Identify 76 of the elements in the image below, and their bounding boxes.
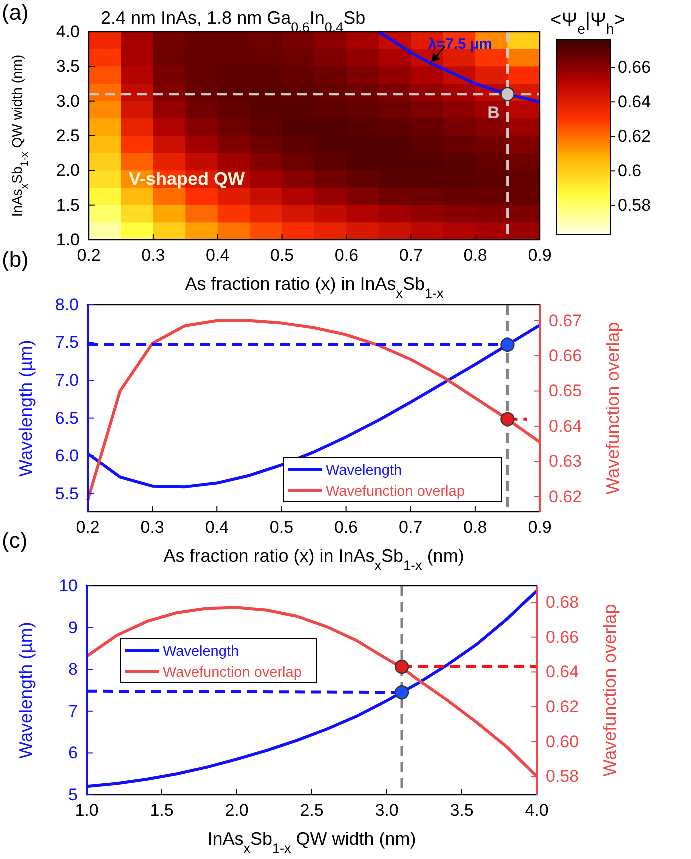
y-tick-label: 2.5 xyxy=(56,126,80,146)
x-axis-title: InAs$_{x}$Sb$_{1-x}$ QW width (nm) xyxy=(208,829,416,856)
x-tick-label: 2.0 xyxy=(225,801,249,820)
text: (b) xyxy=(2,247,29,272)
x-tick-label: 0.6 xyxy=(334,246,359,266)
y-tick-label: 8.0 xyxy=(55,295,79,314)
y-tick-label: 8 xyxy=(68,660,78,680)
color-bar-label: 0.66 xyxy=(618,58,652,78)
x-axis-title: As fraction ratio (x) in InAs$_{x}$Sb$_{1-x}$ xyxy=(185,274,444,300)
x-tick-label: 0.5 xyxy=(270,246,294,266)
x-tick-label: 4.0 xyxy=(525,801,549,820)
x-tick-label: 0.3 xyxy=(142,246,166,266)
text: (a) xyxy=(2,0,29,25)
x-tick-label: 0.5 xyxy=(270,518,294,538)
y-tick-label: 3.0 xyxy=(56,92,80,111)
x-tick-label: 0.3 xyxy=(140,518,164,538)
y2-tick-label: 0.63 xyxy=(549,452,582,472)
y-tick-label: 1.0 xyxy=(56,230,80,250)
y-tick-label: 3.5 xyxy=(56,57,80,76)
y-tick-label: 4.0 xyxy=(56,22,80,42)
x-axis-title: As fraction ratio (x) in InAs$_{x}$Sb$_{1-x}$ (nm) xyxy=(164,546,464,572)
y2-tick-label: 0.62 xyxy=(549,487,582,506)
annotation: V-shaped QW xyxy=(129,169,246,189)
color-bar-label: 0.58 xyxy=(618,196,652,216)
y2-tick-label: 0.58 xyxy=(546,767,580,786)
x-tick-label: 2.5 xyxy=(300,801,324,820)
y-tick-label: 6.5 xyxy=(55,408,79,428)
legend-label: Wavefunction overlap xyxy=(326,484,465,500)
y-tick-label: 10 xyxy=(59,576,78,596)
x-tick-label: 0.9 xyxy=(528,518,552,538)
x-tick-label: 0.8 xyxy=(464,246,488,266)
y-tick-label: 6 xyxy=(68,744,78,763)
y-tick-label: 9 xyxy=(68,618,78,638)
color-bar-label: 0.64 xyxy=(618,92,652,112)
y2-tick-label: 0.66 xyxy=(546,628,580,647)
annotation: λ=7.5 µm xyxy=(428,36,493,54)
y-tick-label: 1.5 xyxy=(56,196,80,215)
color-bar-title: <Ψ$_{e}$|Ψ$_{h}$> xyxy=(550,10,626,38)
color-bar-label: 0.6 xyxy=(618,162,642,181)
y-axis-title: Wavelength (µm) xyxy=(16,340,36,477)
y2-tick-label: 0.65 xyxy=(549,382,582,401)
x-tick-label: 0.4 xyxy=(206,246,230,266)
x-tick-label: 3.0 xyxy=(375,801,399,820)
y2-tick-label: 0.68 xyxy=(546,592,580,612)
y-axis-title: Wavelength (µm) xyxy=(16,622,36,759)
x-tick-label: 0.4 xyxy=(205,518,229,538)
y-tick-label: 7.5 xyxy=(55,333,79,352)
x-tick-label: 0.2 xyxy=(76,518,100,538)
x-tick-label: 3.5 xyxy=(450,801,474,820)
x-tick-label: 0.8 xyxy=(464,518,488,538)
y2-tick-label: 0.64 xyxy=(546,662,580,682)
color-bar-label: 0.62 xyxy=(618,127,652,146)
annotation: B xyxy=(488,103,500,122)
y-tick-label: 5 xyxy=(68,785,78,804)
y-tick-label: 5.5 xyxy=(55,484,79,504)
y2-tick-label: 0.62 xyxy=(546,697,580,716)
y2-tick-label: 0.67 xyxy=(549,311,582,330)
y-tick-label: 7.0 xyxy=(55,370,79,390)
y-tick-label: 2.0 xyxy=(56,161,80,180)
y-tick-label: 6.0 xyxy=(55,446,79,466)
y-tick-label: 7 xyxy=(68,702,78,721)
legend-label: Wavelength xyxy=(326,463,402,479)
x-tick-label: 0.7 xyxy=(399,518,423,538)
legend-label: Wavelength xyxy=(163,644,240,660)
x-tick-label: 0.9 xyxy=(528,246,552,266)
y2-tick-label: 0.64 xyxy=(549,416,582,436)
x-tick-label: 0.7 xyxy=(399,246,423,266)
legend-label: Wavefunction overlap xyxy=(163,665,302,681)
y2-axis-title: Wavefunction overlap xyxy=(603,322,623,495)
x-tick-label: 0.6 xyxy=(334,518,358,538)
x-tick-label: 1.5 xyxy=(150,801,174,820)
y2-tick-label: 0.66 xyxy=(549,346,582,366)
y2-axis-title: Wavefunction overlap xyxy=(600,604,620,777)
text: (c) xyxy=(2,528,28,553)
x-tick-label: 0.2 xyxy=(77,246,101,266)
y2-tick-label: 0.60 xyxy=(546,732,580,752)
